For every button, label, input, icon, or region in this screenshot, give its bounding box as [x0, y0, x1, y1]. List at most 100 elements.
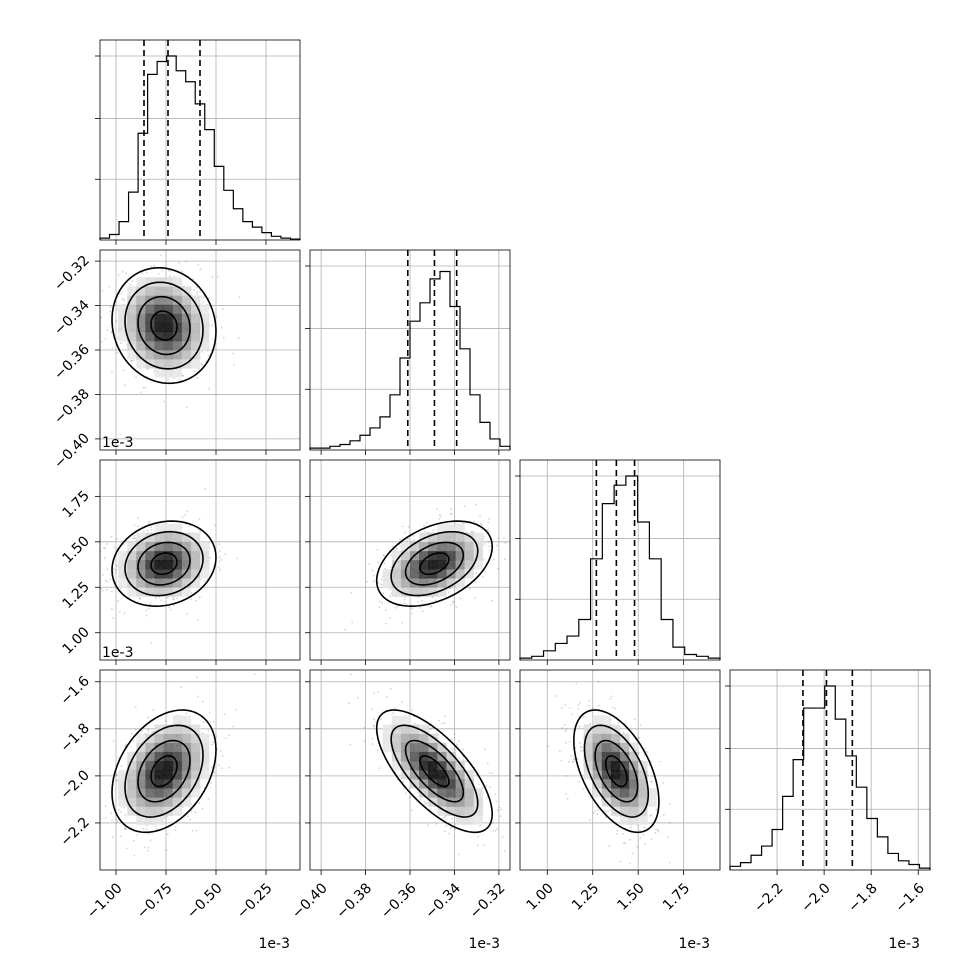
contour-2-0-3: [111, 520, 217, 607]
density-cell: [592, 742, 603, 753]
scatter-point: [106, 580, 109, 583]
scatter-point: [407, 525, 410, 528]
density-cell: [127, 350, 137, 360]
density-cell: [200, 742, 210, 753]
scatter-point: [477, 835, 480, 838]
scatter-point: [438, 514, 441, 516]
scatter-point: [111, 347, 114, 349]
scatter-point: [173, 275, 176, 278]
density-cell: [620, 788, 630, 798]
scatter-point: [456, 588, 459, 590]
scatter-point: [212, 721, 215, 723]
density-cell: [455, 523, 465, 534]
density-cell: [437, 779, 447, 789]
density-cell: [127, 541, 137, 552]
density-cell: [136, 532, 146, 543]
scatter-point: [390, 687, 392, 690]
density-cell: [391, 760, 402, 771]
scatter-point: [379, 583, 382, 586]
scatter-point: [373, 692, 376, 694]
density-cell: [464, 779, 474, 789]
scatter-point: [434, 599, 437, 602]
density-cell: [172, 286, 183, 296]
scatter-point: [624, 722, 627, 725]
scatter-point: [504, 558, 506, 561]
scatter-point: [513, 541, 515, 543]
scatter-point: [218, 560, 221, 563]
density-cell: [629, 806, 639, 816]
density-cell: [181, 550, 192, 561]
scatter-point: [441, 817, 444, 820]
scatter-point: [116, 779, 119, 782]
scatter-point: [118, 292, 121, 295]
density-cell: [181, 532, 192, 543]
scatter-point: [185, 712, 188, 715]
density-cell: [181, 587, 192, 597]
scatter-point: [477, 783, 480, 786]
density-cell: [446, 770, 456, 780]
scatter-point: [577, 704, 580, 707]
density-cell: [145, 742, 155, 753]
density-cell: [145, 806, 155, 816]
contour-3-1-1: [404, 739, 465, 803]
scatter-point: [412, 534, 415, 537]
scatter-point: [377, 561, 380, 564]
scatter-point: [160, 599, 163, 602]
density-cell: [190, 569, 201, 579]
density-cell: [428, 560, 438, 570]
scatter-point: [123, 299, 125, 301]
density-cell: [601, 742, 612, 753]
density-cell: [136, 569, 146, 579]
panel-frame: [729, 669, 931, 871]
scatter-point: [148, 520, 151, 523]
scatter-point: [450, 508, 453, 510]
scatter-point: [491, 772, 494, 775]
panel-0-0: [95, 39, 301, 245]
x-tick-label-1-2: −0.36: [378, 880, 420, 922]
scatter-point: [568, 760, 570, 763]
scatter-point: [121, 270, 124, 273]
density-cell: [200, 331, 210, 342]
scatter-point: [589, 819, 591, 821]
scatter-point: [210, 781, 213, 784]
density-cell: [382, 569, 393, 579]
x-tick-label-1-0: −0.40: [289, 880, 331, 922]
density-cell: [610, 742, 621, 753]
scatter-point: [104, 579, 107, 582]
density-cell: [145, 304, 155, 314]
density-cell: [473, 541, 484, 552]
scatter-point: [220, 559, 223, 561]
scatter-point: [139, 391, 142, 394]
scatter-point: [578, 742, 581, 744]
scatter-point: [215, 735, 218, 738]
scatter-point: [453, 747, 456, 749]
density-cell: [163, 733, 174, 744]
scatter-point: [200, 362, 203, 365]
scatter-point: [211, 766, 214, 769]
density-cell: [410, 751, 420, 762]
scatter-point: [150, 642, 153, 645]
scatter-point: [377, 582, 380, 584]
scatter-point: [163, 816, 166, 819]
contour-3-2-3: [573, 709, 660, 834]
density-cell: [446, 788, 456, 798]
scatter-point: [129, 283, 132, 286]
scatter-point: [636, 875, 638, 877]
scatter-point: [186, 510, 189, 513]
density-cell: [400, 541, 411, 552]
density-cell: [382, 724, 393, 734]
density-cell: [145, 277, 155, 287]
density-cell: [200, 751, 210, 762]
scatter-point: [638, 736, 641, 739]
scatter-point: [431, 596, 434, 599]
scatter-point: [110, 330, 113, 333]
density-cell: [400, 550, 411, 561]
density-cell: [410, 560, 420, 570]
scatter-point: [197, 619, 199, 622]
density-cell: [419, 760, 429, 771]
scatter-point: [462, 758, 465, 761]
density-cell: [154, 815, 164, 825]
scatter-point: [486, 796, 489, 799]
contour-2-0-2: [124, 530, 204, 597]
scatter-point: [438, 719, 441, 722]
